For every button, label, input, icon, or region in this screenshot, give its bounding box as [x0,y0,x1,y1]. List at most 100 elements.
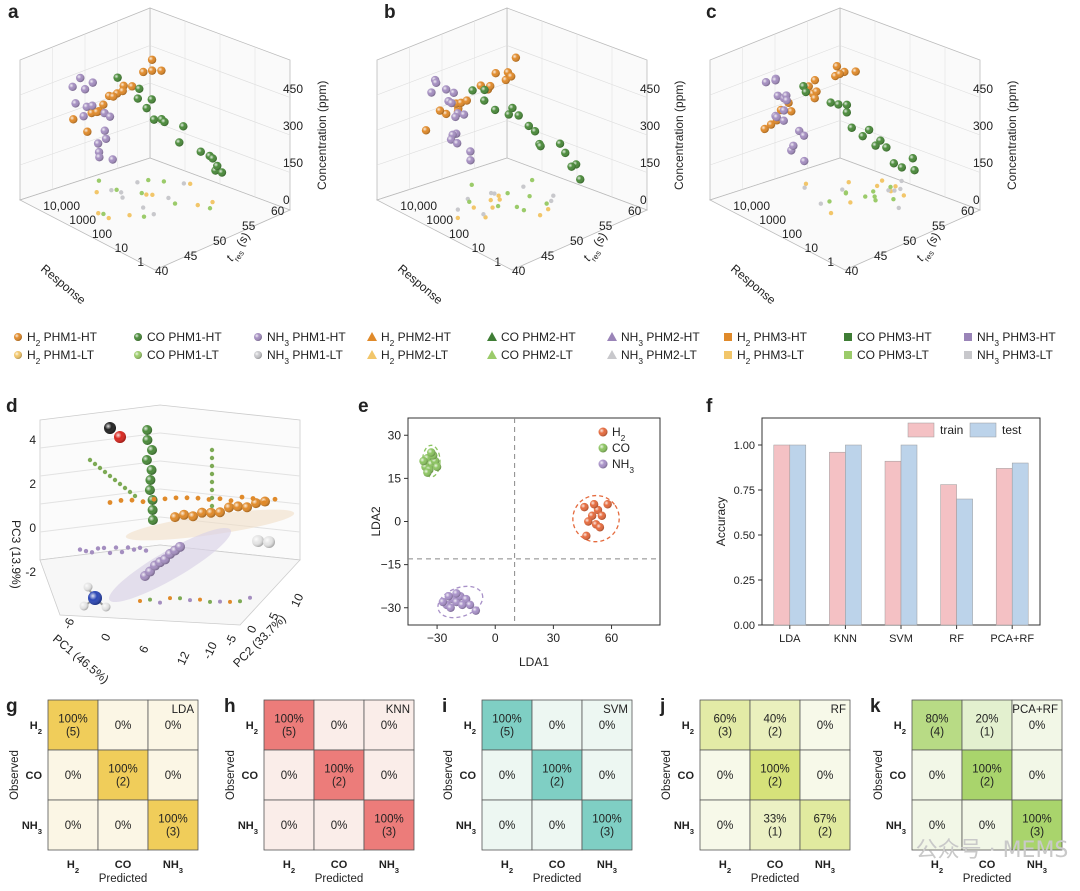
tres-tick-label: 55 [242,219,256,233]
y-tick-label: 0.50 [734,530,755,542]
co-projection [107,473,113,479]
confusion-matrix-h: 100%(5)0% 0%0%100%(2)0%0% 0%100%(3)KNNH2CO… [225,699,415,885]
molecule-atom-shade [114,431,126,443]
grid-line [839,120,981,173]
confusion-matrix-k: 80%(4)20%(1)0%0%100%(2)0%0% 0%100%(3)PCA+… [873,699,1063,885]
lt-point [888,184,893,190]
floor-projection [138,598,142,603]
lda-point-CO-shade [419,456,428,466]
ht-point-shade [441,109,451,119]
lda-point-H2-shade [597,511,607,520]
x-tick-label: 60 [605,631,619,645]
cell-value: 100% [542,764,571,776]
co-projection [112,477,118,483]
ht-point-shade [799,131,809,140]
cell-value: 100% [58,714,87,726]
ht-point-shade [147,55,157,64]
lda-point-H2-shade [589,500,599,509]
ht-point-shade [772,112,782,122]
ht-point-shade [514,111,523,120]
matrix-cell [961,749,1013,801]
ht-point-shade [88,78,97,87]
legend-marker [844,351,852,359]
cell-value: 100% [592,814,621,826]
legend-label: CO PHM3-HT [857,330,932,344]
nh3-projection [101,545,107,551]
ht-point-shade [449,88,458,98]
cell-value: 0% [599,770,616,782]
x-tick-label: 30 [547,631,561,645]
bar-train [995,468,1013,626]
bar-test [789,444,807,626]
ht-point-shade [782,96,791,105]
ht-point-shade [92,107,102,117]
grid-line [159,488,301,505]
cell-value: 80% [925,714,948,726]
nh3-cluster-plane [108,527,232,603]
grid-line [376,120,508,166]
panel-label-b: b [384,2,396,23]
row-label: CO [460,770,477,782]
h2-pca-point-shade [197,507,207,518]
ht-point-shade [142,103,151,113]
pc1-tick-label: 12 [174,649,192,667]
ht-point-shade [68,82,77,92]
floor-projection [198,597,202,602]
bar-train [940,484,957,626]
h2-projection [272,496,278,502]
legend-label: NH3 PHM1-LT [267,348,343,366]
ht-point-shade [864,125,874,135]
legend-marker [844,333,852,341]
cell-value: (1) [980,727,994,739]
cell-value: 0% [1029,770,1046,782]
nh3-projection [83,548,89,554]
ht-point-shade [179,122,188,131]
panel-label-c: c [706,2,717,23]
cell-value: (2) [818,827,832,839]
lt-point [114,187,119,193]
panel-label-j: j [659,696,665,717]
y-tick-label: 1.00 [734,440,755,452]
lt-point [840,187,845,192]
ht-point-shade [897,163,907,172]
col-label: CO [767,859,784,871]
bar-test [845,444,862,626]
bar-legend-swatch [969,422,997,438]
matrix-title: PCA+RF [1012,704,1058,716]
lt-point [848,200,853,205]
h2-pca-point-shade [206,507,216,518]
lt-point [497,197,502,202]
co-projection [209,447,215,453]
floor-projection [158,600,162,605]
legend-marker [607,350,617,359]
cell-value: 0% [165,770,182,782]
legend-marker [964,333,972,341]
ht-point-shade [511,53,521,62]
floor-projection [208,599,212,604]
cell-value: (5) [282,727,296,739]
floor-projection [228,599,232,604]
nh3-projection [77,547,83,552]
legend-marker-shade [14,351,22,359]
row-label: H2 [30,720,42,736]
matrix-cell [47,699,99,751]
lda-x-axis-label: LDA1 [519,655,549,669]
matrix-cell [147,749,199,801]
row-label: CO [678,770,695,782]
col-label: NH3 [815,859,835,875]
molecule-atom-shade [79,601,89,611]
bar-legend-label: train [940,423,963,437]
ht-point-shade [847,123,856,132]
response-tick-label: 10,000 [733,199,770,213]
legend-marker [724,351,732,359]
ht-point-shade [462,96,472,105]
legend-label: CO PHM2-HT [501,330,576,344]
ht-point-shade [133,94,143,103]
ht-point-shade [810,75,820,85]
lt-point [94,190,99,195]
conc-tick-label: 0 [640,193,647,207]
row-label: H2 [464,720,476,736]
y-tick-label: 0.75 [734,485,755,497]
